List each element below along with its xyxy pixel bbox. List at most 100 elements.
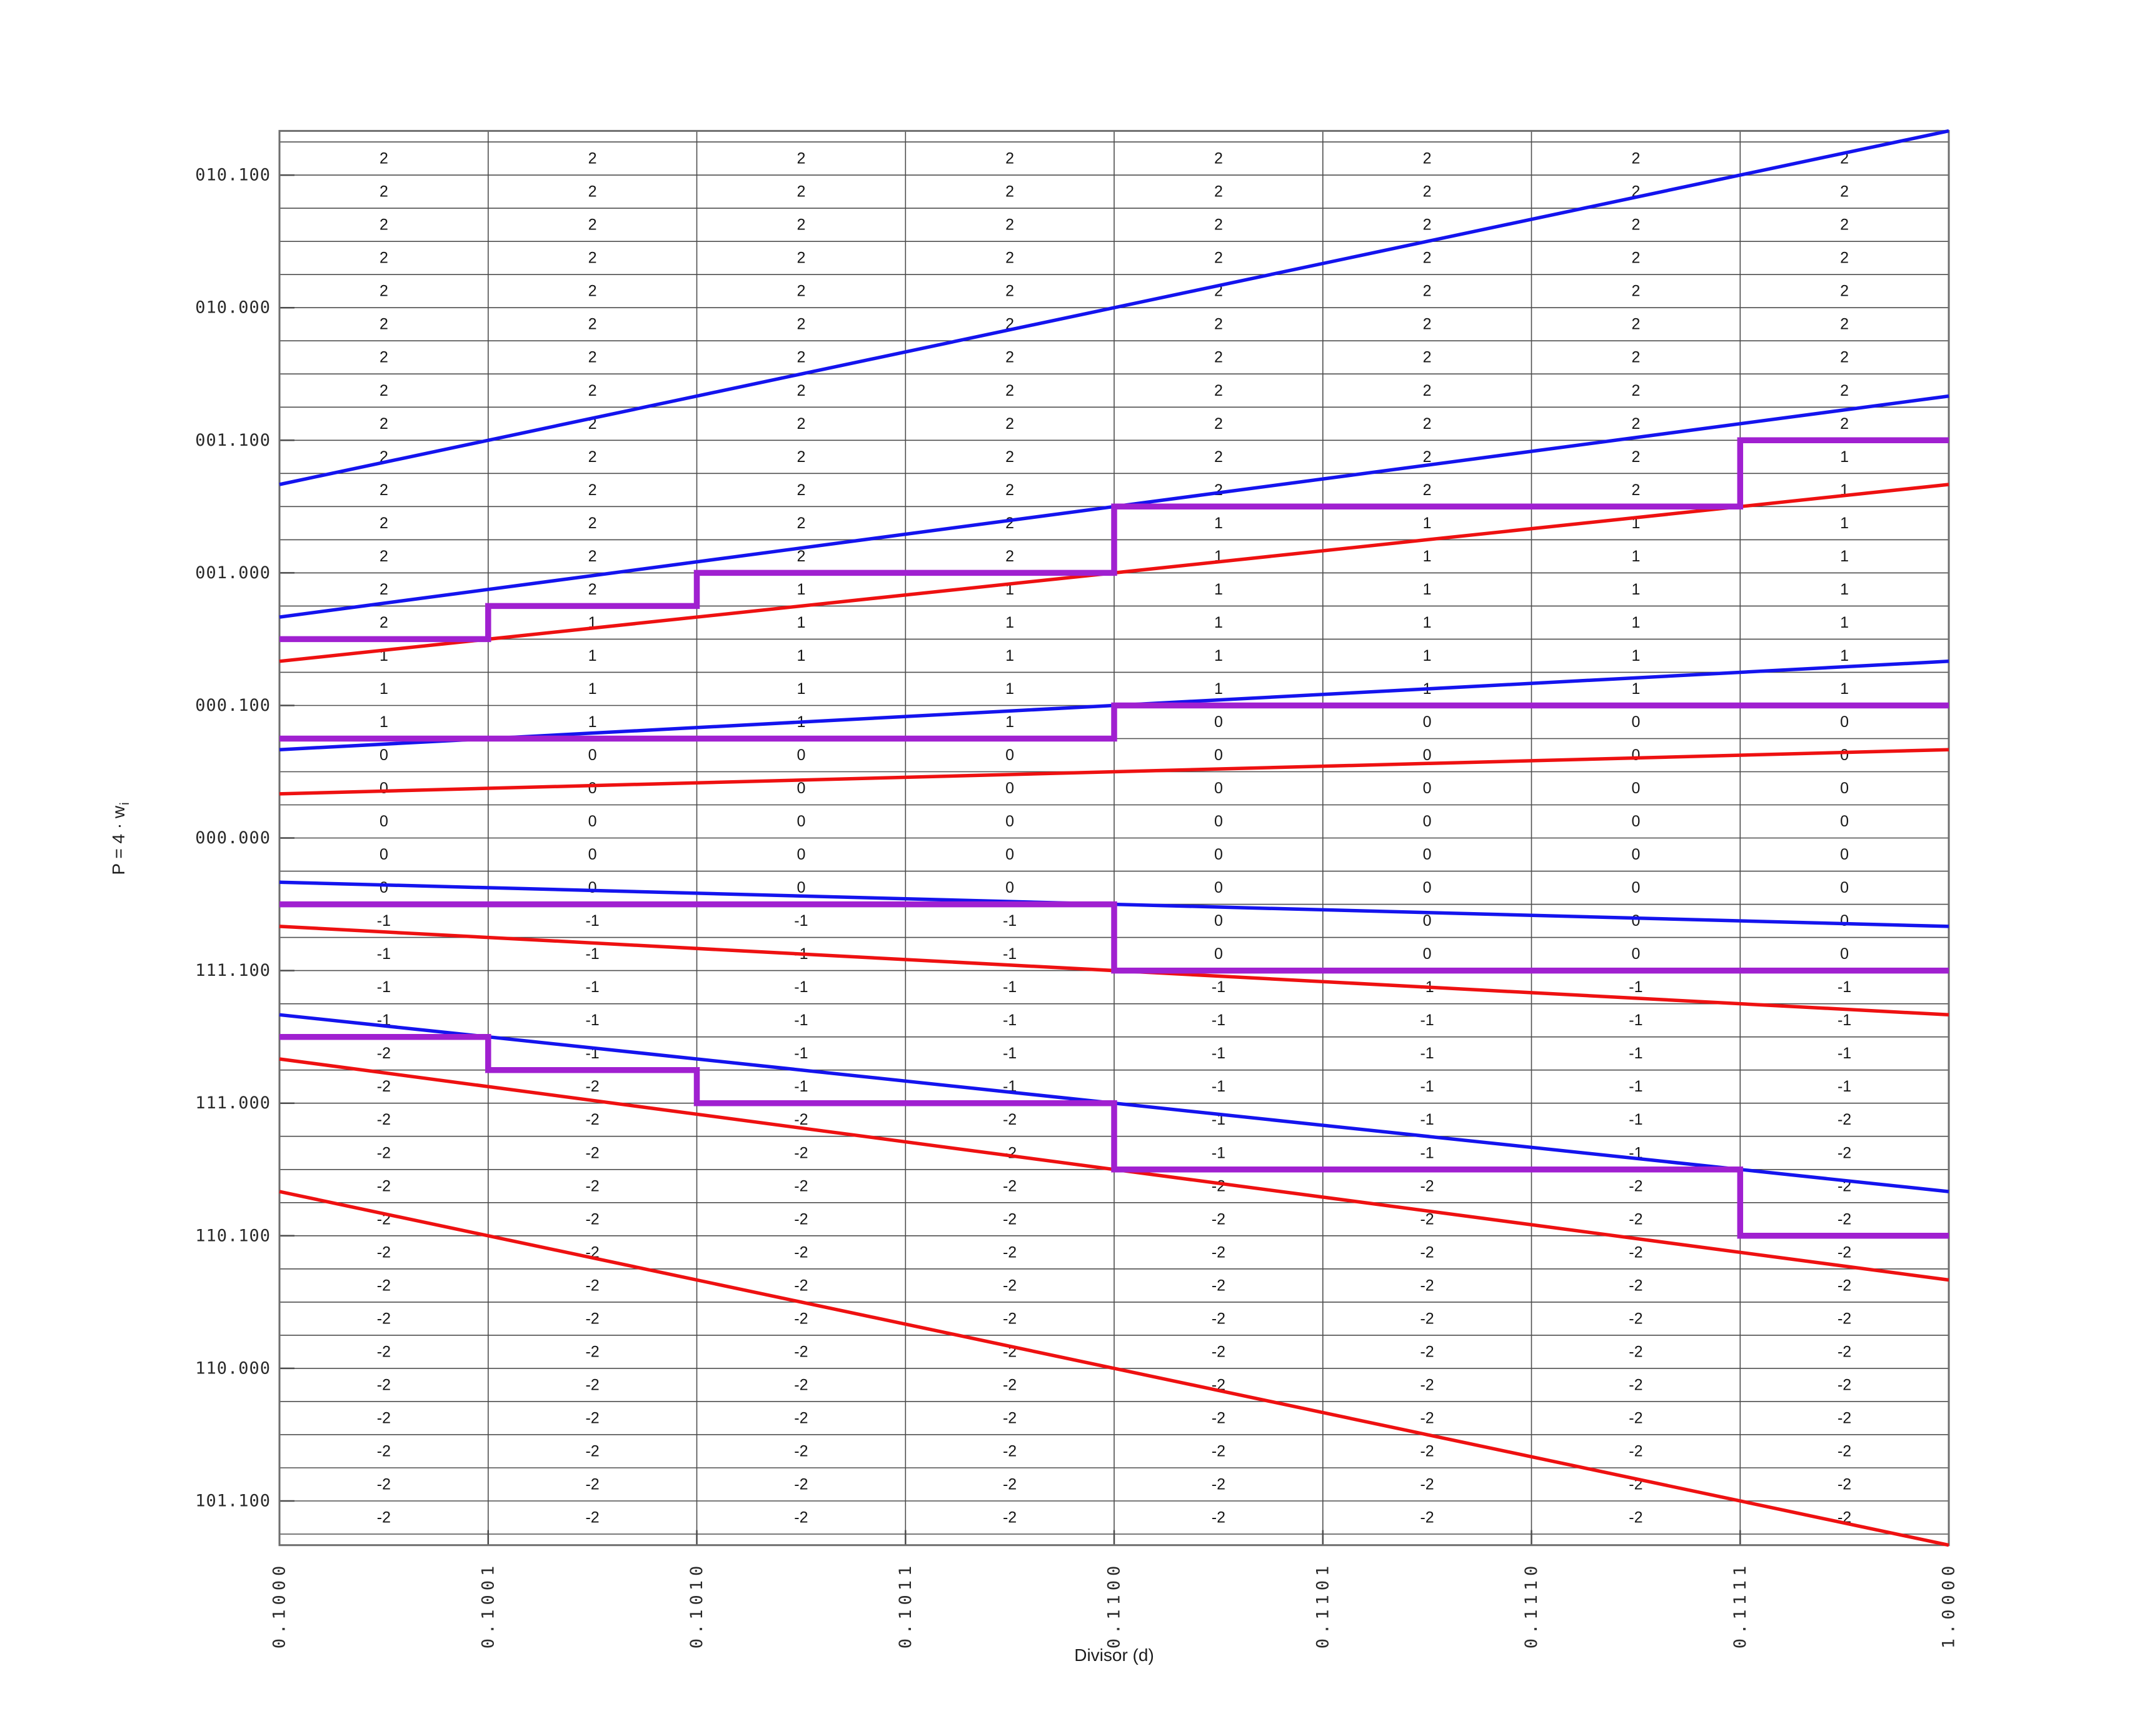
cell-digit: 1 <box>797 647 805 665</box>
cell-digit: 2 <box>797 548 805 565</box>
cell-digit: 2 <box>1631 481 1640 499</box>
cell-digit: 0 <box>797 813 805 830</box>
cell-digit: 1 <box>1631 680 1640 698</box>
cell-digit: 1 <box>1214 514 1223 532</box>
cell-digit: 2 <box>1005 349 1014 366</box>
cell-digit: -2 <box>1629 1409 1642 1427</box>
cell-digit: 2 <box>797 448 805 466</box>
cell-digit: 2 <box>380 481 388 499</box>
cell-digit: 2 <box>797 283 805 300</box>
cell-digit: -2 <box>1629 1343 1642 1360</box>
y-tick-label: 110.000 <box>195 1358 271 1378</box>
cell-digit: 1 <box>1214 647 1223 665</box>
cell-digit: -1 <box>377 945 391 963</box>
cell-digit: 0 <box>1214 879 1223 896</box>
cell-digit: 2 <box>1631 382 1640 399</box>
cell-digit: 1 <box>1005 614 1014 631</box>
cell-digit: -2 <box>1003 1476 1017 1493</box>
cell-digit: -2 <box>1629 1509 1642 1527</box>
cell-digit: 1 <box>588 680 597 698</box>
cell-digit: 2 <box>1214 415 1223 433</box>
cell-digit: 2 <box>797 316 805 333</box>
cell-digit: 0 <box>797 780 805 797</box>
y-tick-label: 001.100 <box>195 431 271 450</box>
cell-digit: 2 <box>380 283 388 300</box>
cell-digit: 2 <box>380 415 388 433</box>
cell-digit: -1 <box>1420 1111 1434 1128</box>
cell-digit: -1 <box>1838 1011 1851 1029</box>
cell-digit: -2 <box>1003 1277 1017 1294</box>
cell-digit: 2 <box>588 382 597 399</box>
cell-digit: -1 <box>1003 978 1017 996</box>
cell-digit: 2 <box>1214 382 1223 399</box>
cell-digit: -2 <box>1003 1111 1017 1128</box>
cell-digit: 2 <box>1631 216 1640 234</box>
cell-digit: -2 <box>585 1443 599 1460</box>
cell-digit: 2 <box>1214 183 1223 201</box>
cell-digit: 2 <box>1214 349 1223 366</box>
cell-digit: -2 <box>794 1310 808 1327</box>
cell-digit: -1 <box>1420 1144 1434 1162</box>
cell-digit: 2 <box>380 581 388 598</box>
cell-digit: -2 <box>1838 1409 1851 1427</box>
cell-digit: 2 <box>588 514 597 532</box>
cell-digit: -2 <box>1629 1376 1642 1393</box>
cell-digit: 2 <box>1631 448 1640 466</box>
cell-digit: -2 <box>377 1111 391 1128</box>
cell-digit: -2 <box>377 1243 391 1261</box>
cell-digit: 2 <box>380 249 388 267</box>
cell-digit: 0 <box>588 813 597 830</box>
x-tick-label: 1.0000 <box>1939 1562 1959 1649</box>
x-tick-label: 0.1111 <box>1731 1562 1750 1649</box>
cell-digit: -2 <box>794 1277 808 1294</box>
cell-digit: -1 <box>1003 1011 1017 1029</box>
cell-digit: -2 <box>794 1343 808 1360</box>
cell-digit: 2 <box>380 349 388 366</box>
cell-digit: -2 <box>1838 1243 1851 1261</box>
cell-digit: 2 <box>1840 183 1849 201</box>
cell-digit: 2 <box>380 183 388 201</box>
cell-digit: 1 <box>380 713 388 731</box>
cell-digit: -1 <box>1838 1045 1851 1062</box>
cell-digit: 1 <box>1214 680 1223 698</box>
cell-digit: 2 <box>380 150 388 168</box>
y-tick-label: 111.000 <box>195 1093 271 1113</box>
cell-digit: 2 <box>380 514 388 532</box>
cell-digit: 0 <box>1214 746 1223 764</box>
cell-digit: 2 <box>1840 249 1849 267</box>
selection-staircase-2|1 <box>279 437 1949 643</box>
cell-digit: -2 <box>1629 1310 1642 1327</box>
cell-digit: 0 <box>1631 746 1640 764</box>
selection-staircase-0|-1 <box>279 901 1949 974</box>
cell-digit: 2 <box>1840 216 1849 234</box>
cell-digit: 2 <box>588 183 597 201</box>
cell-digit: -2 <box>1838 1476 1851 1493</box>
cell-digit: -2 <box>377 1509 391 1527</box>
cell-digit: -2 <box>794 1111 808 1128</box>
cell-digit: 2 <box>797 216 805 234</box>
cell-digit: 1 <box>1631 614 1640 631</box>
cell-digit: 0 <box>797 846 805 863</box>
cell-digit: -2 <box>1420 1376 1434 1393</box>
cell-digit: -2 <box>1838 1111 1851 1128</box>
cell-digit: -2 <box>794 1243 808 1261</box>
cell-digit: 2 <box>797 382 805 399</box>
x-tick-label: 0.1000 <box>270 1562 289 1649</box>
cell-digit: 2 <box>380 382 388 399</box>
cell-digit: -2 <box>794 1210 808 1228</box>
y-tick-label: 111.100 <box>195 961 271 980</box>
cell-digit: 0 <box>1631 813 1640 830</box>
cell-digit: 2 <box>1631 415 1640 433</box>
cell-digit: -2 <box>1629 1243 1642 1261</box>
cell-digit: -1 <box>1003 1045 1017 1062</box>
cell-digit: 1 <box>588 647 597 665</box>
cell-digit: -2 <box>1629 1177 1642 1195</box>
cell-digit: -2 <box>1003 1443 1017 1460</box>
cell-digit: -2 <box>1838 1343 1851 1360</box>
cell-digit: -2 <box>1212 1443 1225 1460</box>
cell-digit: -2 <box>1629 1277 1642 1294</box>
cell-digit: 1 <box>1423 647 1432 665</box>
cell-digit: -1 <box>1420 1011 1434 1029</box>
